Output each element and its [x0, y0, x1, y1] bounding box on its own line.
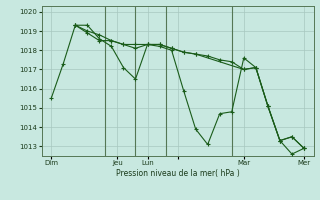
X-axis label: Pression niveau de la mer( hPa ): Pression niveau de la mer( hPa ) — [116, 169, 239, 178]
